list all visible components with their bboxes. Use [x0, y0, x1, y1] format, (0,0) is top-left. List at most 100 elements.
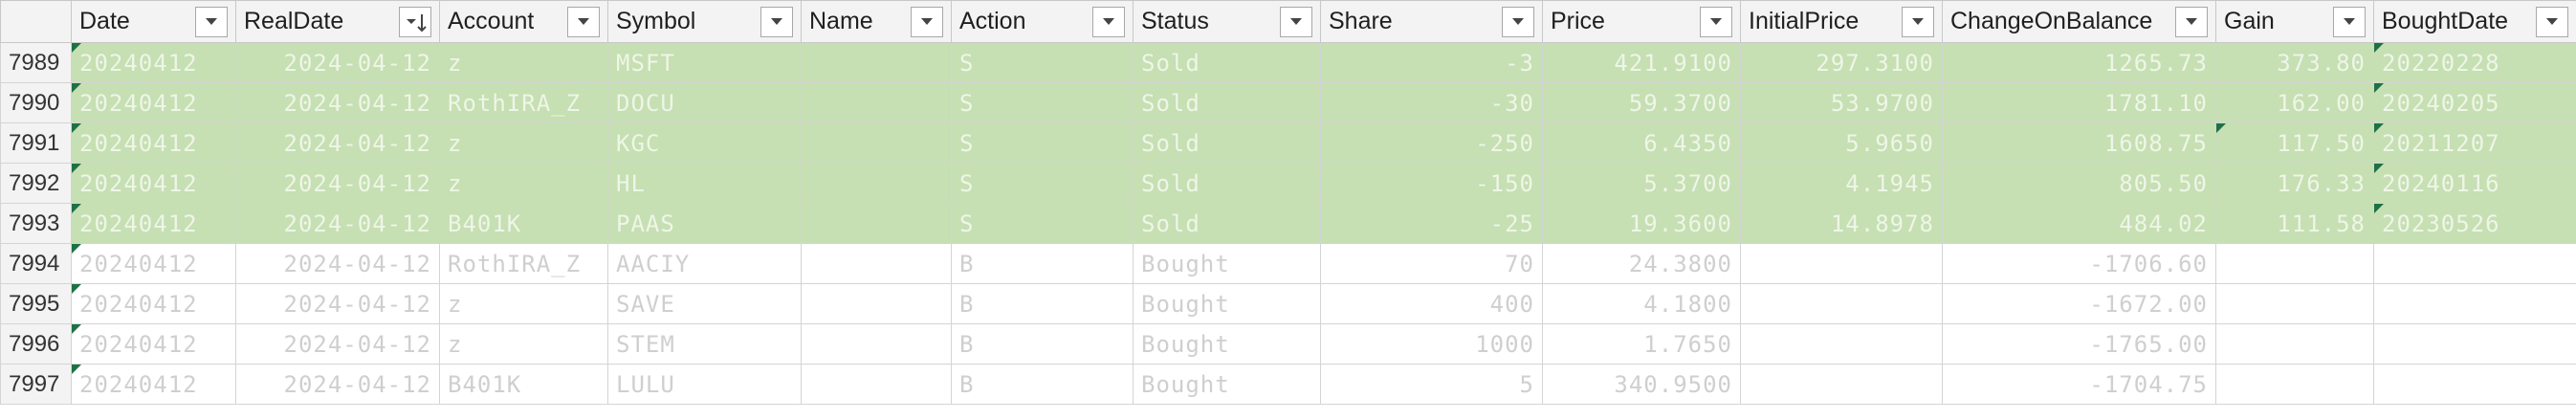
cell-action[interactable]: B [951, 283, 1134, 324]
cell-action[interactable]: B [951, 243, 1134, 284]
row-number[interactable]: 7995 [0, 283, 72, 324]
chevron-down-icon[interactable] [1700, 6, 1732, 37]
cell-change[interactable]: 805.50 [1942, 163, 2216, 204]
cell-date[interactable]: 20240412 [71, 122, 236, 164]
row-number[interactable]: 7992 [0, 163, 72, 204]
cell-initialprice[interactable]: 5.9650 [1740, 122, 1943, 164]
chevron-down-icon[interactable] [2175, 6, 2208, 37]
cell-realdate[interactable]: 2024-04-12 [235, 203, 440, 244]
corner-cell[interactable] [0, 0, 72, 43]
cell-date[interactable]: 20240412 [71, 323, 236, 365]
cell-status[interactable]: Sold [1133, 163, 1321, 204]
cell-gain[interactable] [2215, 243, 2374, 284]
cell-account[interactable]: z [439, 323, 608, 365]
column-header-name[interactable]: Name [801, 0, 952, 43]
cell-boughtdate[interactable] [2373, 283, 2576, 324]
cell-action[interactable]: S [951, 122, 1134, 164]
cell-share[interactable]: -250 [1320, 122, 1543, 164]
column-header-share[interactable]: Share [1320, 0, 1543, 43]
cell-status[interactable]: Sold [1133, 82, 1321, 123]
cell-price[interactable]: 24.3800 [1542, 243, 1741, 284]
cell-price[interactable]: 59.3700 [1542, 82, 1741, 123]
sort-ascending-icon[interactable] [399, 6, 431, 37]
column-header-price[interactable]: Price [1542, 0, 1741, 43]
column-header-date[interactable]: Date [71, 0, 236, 43]
cell-boughtdate[interactable]: 20220228 [2373, 42, 2576, 83]
cell-date[interactable]: 20240412 [71, 243, 236, 284]
cell-account[interactable]: RothIRA_Z [439, 243, 608, 284]
cell-action[interactable]: S [951, 203, 1134, 244]
cell-initialprice[interactable]: 297.3100 [1740, 42, 1943, 83]
cell-boughtdate[interactable] [2373, 364, 2576, 405]
cell-realdate[interactable]: 2024-04-12 [235, 283, 440, 324]
cell-price[interactable]: 340.9500 [1542, 364, 1741, 405]
cell-boughtdate[interactable] [2373, 243, 2576, 284]
cell-initialprice[interactable] [1740, 283, 1943, 324]
cell-boughtdate[interactable]: 20240116 [2373, 163, 2576, 204]
cell-account[interactable]: z [439, 42, 608, 83]
cell-action[interactable]: S [951, 42, 1134, 83]
cell-date[interactable]: 20240412 [71, 283, 236, 324]
cell-account[interactable]: RothIRA_Z [439, 82, 608, 123]
cell-account[interactable]: B401K [439, 203, 608, 244]
cell-realdate[interactable]: 2024-04-12 [235, 243, 440, 284]
cell-realdate[interactable]: 2024-04-12 [235, 163, 440, 204]
cell-share[interactable]: -25 [1320, 203, 1543, 244]
cell-account[interactable]: B401K [439, 364, 608, 405]
cell-name[interactable] [801, 243, 952, 284]
cell-share[interactable]: 5 [1320, 364, 1543, 405]
cell-status[interactable]: Sold [1133, 42, 1321, 83]
cell-date[interactable]: 20240412 [71, 203, 236, 244]
row-number[interactable]: 7996 [0, 323, 72, 365]
cell-date[interactable]: 20240412 [71, 82, 236, 123]
cell-status[interactable]: Bought [1133, 364, 1321, 405]
cell-status[interactable]: Bought [1133, 243, 1321, 284]
cell-symbol[interactable]: DOCU [607, 82, 802, 123]
cell-symbol[interactable]: LULU [607, 364, 802, 405]
cell-symbol[interactable]: PAAS [607, 203, 802, 244]
cell-action[interactable]: B [951, 364, 1134, 405]
cell-share[interactable]: -150 [1320, 163, 1543, 204]
cell-status[interactable]: Sold [1133, 203, 1321, 244]
cell-realdate[interactable]: 2024-04-12 [235, 323, 440, 365]
chevron-down-icon[interactable] [911, 6, 943, 37]
cell-price[interactable]: 421.9100 [1542, 42, 1741, 83]
cell-name[interactable] [801, 42, 952, 83]
chevron-down-icon[interactable] [1502, 6, 1534, 37]
cell-action[interactable]: S [951, 82, 1134, 123]
cell-gain[interactable] [2215, 364, 2374, 405]
cell-price[interactable]: 5.3700 [1542, 163, 1741, 204]
cell-price[interactable]: 19.3600 [1542, 203, 1741, 244]
cell-initialprice[interactable]: 14.8978 [1740, 203, 1943, 244]
column-header-change[interactable]: ChangeOnBalance [1942, 0, 2216, 43]
cell-change[interactable]: 1265.73 [1942, 42, 2216, 83]
cell-boughtdate[interactable]: 20211207 [2373, 122, 2576, 164]
cell-realdate[interactable]: 2024-04-12 [235, 42, 440, 83]
cell-price[interactable]: 4.1800 [1542, 283, 1741, 324]
cell-boughtdate[interactable]: 20230526 [2373, 203, 2576, 244]
row-number[interactable]: 7989 [0, 42, 72, 83]
chevron-down-icon[interactable] [2536, 6, 2568, 37]
cell-date[interactable]: 20240412 [71, 364, 236, 405]
cell-symbol[interactable]: MSFT [607, 42, 802, 83]
column-header-account[interactable]: Account [439, 0, 608, 43]
chevron-down-icon[interactable] [1092, 6, 1125, 37]
cell-name[interactable] [801, 203, 952, 244]
cell-change[interactable]: 1608.75 [1942, 122, 2216, 164]
cell-name[interactable] [801, 323, 952, 365]
chevron-down-icon[interactable] [1902, 6, 1934, 37]
cell-realdate[interactable]: 2024-04-12 [235, 364, 440, 405]
cell-share[interactable]: 70 [1320, 243, 1543, 284]
chevron-down-icon[interactable] [2333, 6, 2366, 37]
column-header-action[interactable]: Action [951, 0, 1134, 43]
cell-symbol[interactable]: STEM [607, 323, 802, 365]
cell-status[interactable]: Bought [1133, 323, 1321, 365]
cell-gain[interactable]: 373.80 [2215, 42, 2374, 83]
cell-account[interactable]: z [439, 163, 608, 204]
cell-change[interactable]: -1706.60 [1942, 243, 2216, 284]
cell-share[interactable]: 400 [1320, 283, 1543, 324]
cell-name[interactable] [801, 163, 952, 204]
chevron-down-icon[interactable] [1280, 6, 1312, 37]
cell-account[interactable]: z [439, 122, 608, 164]
cell-gain[interactable]: 111.58 [2215, 203, 2374, 244]
